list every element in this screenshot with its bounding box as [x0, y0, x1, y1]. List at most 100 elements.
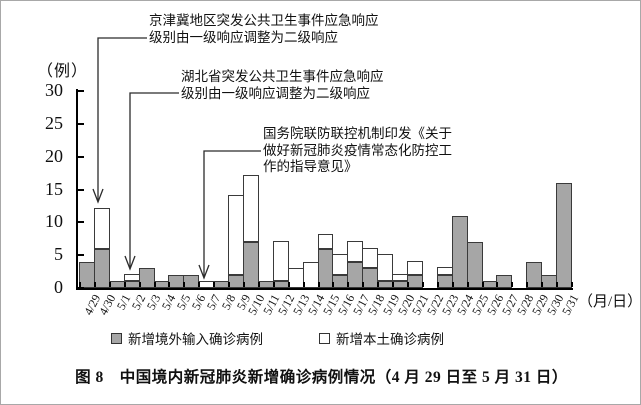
x-tick — [183, 282, 186, 287]
bar-imported-5/27 — [496, 274, 513, 288]
x-tick — [347, 282, 350, 287]
bar-local-5/7 — [198, 281, 215, 288]
bar-imported-5/16 — [332, 274, 349, 288]
y-tick — [78, 155, 84, 158]
y-tick-label-25: 25 — [45, 112, 63, 133]
x-tick — [407, 282, 409, 287]
bar-imported-4/30 — [93, 248, 110, 288]
x-tick — [272, 282, 275, 287]
bar-local-5/2 — [123, 273, 140, 282]
y-tick — [78, 221, 84, 224]
x-tick — [511, 282, 514, 287]
annotation-line: 国务院联防联控机制印发《关于 — [263, 126, 452, 141]
bar-imported-5/17 — [347, 261, 364, 288]
bar-imported-5/3 — [138, 268, 155, 288]
y-tick-label-20: 20 — [45, 145, 63, 166]
legend-label: 新增境外输入确诊病例 — [128, 332, 263, 347]
y-tick-label-15: 15 — [45, 178, 63, 199]
y-axis-unit-label: （例） — [37, 63, 89, 80]
bar-local-5/23 — [436, 267, 453, 275]
y-tick-label-0: 0 — [54, 277, 63, 297]
bar-imported-5/24 — [451, 215, 468, 288]
figure-caption: 图 8 中国境内新冠肺炎新增确诊病例情况（4 月 29 日至 5 月 31 日） — [75, 369, 568, 386]
bar-local-5/14 — [302, 261, 319, 288]
y-tick — [78, 287, 84, 289]
bar-local-5/12 — [272, 241, 289, 282]
bar-local-5/21 — [407, 260, 423, 275]
bar-imported-5/2 — [123, 281, 140, 288]
y-axis-line — [76, 89, 78, 290]
bar-imported-5/1 — [108, 281, 125, 288]
bar-local-5/20 — [392, 273, 408, 282]
x-tick — [481, 282, 484, 287]
annotation-line: 做好新冠肺炎疫情常态化防控工 — [263, 142, 452, 158]
annotation-line: 级别由一级响应调整为二级响应 — [149, 29, 338, 45]
bar-imported-5/8 — [213, 281, 230, 288]
x-tick — [228, 282, 231, 287]
bar-imported-5/26 — [481, 281, 498, 288]
bar-local-5/13 — [287, 268, 304, 288]
y-tick — [78, 188, 84, 191]
x-tick — [108, 282, 111, 287]
x-tick — [213, 282, 216, 287]
bar-imported-5/9 — [228, 274, 244, 288]
x-tick — [317, 282, 320, 287]
bar-local-5/15 — [317, 234, 334, 249]
x-tick — [466, 282, 469, 287]
bar-local-5/9 — [228, 195, 244, 275]
y-tick-label-10: 10 — [45, 211, 63, 232]
bar-imported-5/30 — [541, 274, 558, 288]
bar-imported-4/29 — [79, 261, 95, 288]
x-tick — [198, 282, 201, 287]
x-tick — [243, 282, 245, 287]
x-axis-line — [76, 288, 573, 290]
bar-imported-5/23 — [436, 274, 453, 288]
bar-local-5/19 — [377, 254, 394, 282]
x-tick — [153, 282, 156, 287]
bar-imported-5/29 — [526, 261, 543, 288]
annotation-guowuyuan: 国务院联防联控机制印发《关于 做好新冠肺炎疫情常态化防控工 作的指导意见》 — [263, 126, 452, 176]
legend-item-imported: 新增境外输入确诊病例 — [111, 331, 263, 347]
bar-local-5/10 — [243, 175, 259, 243]
bar-imported-5/18 — [362, 268, 379, 288]
x-tick — [168, 282, 171, 287]
bar-imported-5/11 — [257, 281, 274, 288]
bar-imported-5/31 — [556, 182, 572, 288]
x-tick — [541, 282, 544, 287]
x-tick — [332, 282, 335, 287]
bar-imported-5/4 — [153, 281, 170, 288]
y-tick — [78, 122, 84, 125]
bar-imported-5/6 — [183, 274, 200, 288]
x-tick — [556, 282, 559, 287]
legend-swatch-open-icon — [319, 332, 330, 344]
annotation-line: 京津冀地区突发公共卫生事件应急响应 — [149, 13, 379, 28]
bar-imported-5/5 — [168, 274, 185, 288]
x-tick — [287, 282, 290, 287]
bar-imported-5/20 — [392, 281, 408, 288]
x-tick — [257, 282, 260, 287]
legend-item-local: 新增本土确诊病例 — [319, 331, 444, 347]
x-tick — [571, 282, 573, 287]
bar-imported-5/21 — [407, 274, 423, 288]
annotation-hubei: 湖北省突发公共卫生事件应急响应 级别由一级响应调整为二级响应 — [181, 69, 384, 102]
x-tick — [123, 282, 126, 287]
x-tick — [496, 282, 499, 287]
bar-imported-5/10 — [243, 242, 259, 288]
y-tick — [78, 90, 84, 92]
bar-imported-5/12 — [272, 281, 289, 288]
x-tick — [436, 282, 439, 287]
bar-imported-5/25 — [466, 242, 483, 288]
y-tick-label-30: 30 — [45, 80, 63, 100]
bar-local-5/18 — [362, 247, 379, 269]
x-tick — [138, 282, 141, 287]
y-tick — [78, 254, 84, 257]
annotation-line: 作的指导意见》 — [263, 159, 358, 174]
x-tick — [392, 282, 395, 287]
x-axis-unit-label: （月/日） — [578, 294, 641, 310]
x-tick — [451, 282, 454, 287]
bar-imported-5/19 — [377, 281, 394, 288]
bar-local-5/17 — [347, 241, 364, 262]
x-tick — [93, 282, 96, 287]
x-tick — [362, 282, 365, 287]
legend-label: 新增本土确诊病例 — [336, 332, 444, 347]
